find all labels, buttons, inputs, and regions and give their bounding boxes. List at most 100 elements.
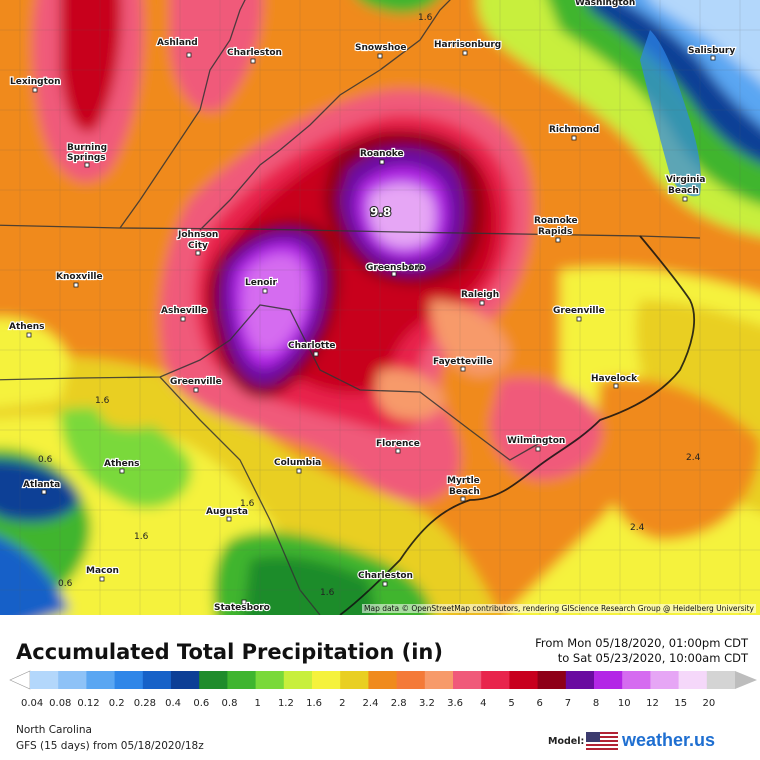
legend-swatch [594,671,623,689]
legend-swatch [706,671,736,689]
legend-tick-label: 12 [646,698,659,709]
contour-label: 1.6 [418,13,433,23]
city-label: Snowshoe [355,43,406,53]
legend-tick-label: 20 [703,698,716,709]
city-label: Washington [575,0,635,8]
legend-tick-label: 10 [618,698,631,709]
us-flag-icon [586,732,618,750]
city-label: Greensboro [366,263,425,273]
city-label: Greenville [170,377,222,387]
city-label: Columbia [274,458,321,468]
city-label: Florence [376,439,420,449]
city-label: Statesboro [214,603,270,613]
legend-swatch [312,671,341,689]
city-label: Athens [104,459,140,469]
contour-label: 1.6 [408,263,423,273]
legend-tick-label: 0.28 [134,698,156,709]
city-label: Greenville [553,306,605,316]
city-label: Myrtle [447,476,480,486]
legend-swatch [114,671,144,689]
legend-tick-label: 8 [593,698,599,709]
contour-label: 1.6 [320,588,335,598]
city-label: City [188,241,208,251]
legend-tick-label: 15 [674,698,687,709]
legend-swatch [537,671,567,689]
city-label: Richmond [549,125,599,135]
legend-tick-label: 1.2 [278,698,294,709]
city-label: Charleston [227,48,282,58]
contour-label: 2.4 [686,453,701,463]
legend-tick-label: 6 [537,698,543,709]
contour-label: 0.6 [58,579,73,589]
city-label: Salisbury [688,46,735,56]
date-range-from: From Mon 05/18/2020, 01:00pm CDT [535,636,748,650]
city-label: Burning [67,143,107,153]
legend-swatch [509,671,539,689]
legend-swatch [622,671,651,689]
contour-label: 1.6 [95,396,110,406]
city-label: Beach [449,487,480,497]
legend-tick-label: 1 [255,698,261,709]
legend-swatch [30,671,59,689]
city-label: Virginia [666,175,705,185]
city-label: Roanoke [360,149,404,159]
date-range-to: to Sat 05/23/2020, 10:00am CDT [557,651,748,665]
legend-swatch [650,671,680,689]
city-label: Augusta [206,507,248,517]
city-label: Harrisonburg [434,40,501,50]
legend-swatch [227,671,257,689]
legend-swatch [283,671,313,689]
legend-swatch [453,671,482,689]
legend-min-arrow [9,670,31,690]
precipitation-map: Ashland Charleston Snowshoe Harrisonburg… [0,0,760,615]
contour-label: 2.4 [630,523,645,533]
legend-swatch [171,671,200,689]
city-label: Springs [67,153,106,163]
legend-tick-label: 0.08 [49,698,71,709]
region-label: North Carolina [16,724,92,736]
legend-tick-label: 2.8 [391,698,407,709]
legend-tick-label: 0.6 [193,698,209,709]
legend-swatch [199,671,228,689]
map-attribution: Map data © OpenStreetMap contributors, r… [362,604,756,613]
legend-swatch [340,671,369,689]
legend-swatch [424,671,454,689]
city-label: Knoxville [56,272,103,282]
city-label: Lenoir [245,278,278,288]
city-label: Havelock [591,374,638,384]
contour-values: 9.8 1.6 1.6 0.6 1.6 1.6 0.6 1.6 2.4 2.4 … [38,13,701,598]
legend-tick-label: 3.6 [447,698,463,709]
legend-tick-label: 2 [339,698,345,709]
chart-title: Accumulated Total Precipitation (in) [16,640,443,664]
city-label: Asheville [161,306,207,316]
legend-tick-label: 3.2 [419,698,435,709]
legend-swatch [58,671,87,689]
legend-swatch [86,671,116,689]
legend-tick-label: 0.2 [109,698,125,709]
legend-tick-label: 1.6 [306,698,322,709]
city-label: Fayetteville [433,357,492,367]
state-borders [0,0,701,615]
brand-logo: Model: weather.us [548,730,748,752]
city-label: Macon [86,566,119,576]
city-label: Beach [668,186,699,196]
legend-tick-label: 0.12 [77,698,99,709]
legend-tick-label: 0.4 [165,698,181,709]
legend-tick-label: 0.8 [222,698,238,709]
city-label: Johnson [177,230,218,240]
brand-name: weather.us [622,730,716,750]
city-label: Charleston [358,571,413,581]
legend-tick-label: 4 [480,698,486,709]
color-legend: 0.04 0.08 0.12 0.2 0.28 0.4 0.6 0.8 1 1.2 1.6 2 2.4 2… [0,668,760,718]
legend-tick-label: 5 [508,698,514,709]
legend-swatch [678,671,708,689]
contour-label: 1.6 [240,499,255,509]
city-label: Raleigh [461,290,499,300]
city-markers: Ashland Charleston Snowshoe Harrisonburg… [8,0,737,614]
legend-swatch [142,671,172,689]
legend-tick-label: 0.04 [21,698,43,709]
city-label: Wilmington [507,436,565,446]
legend-tick-label: 7 [565,698,571,709]
chesapeake-bay [640,30,701,197]
legend-swatch [368,671,398,689]
